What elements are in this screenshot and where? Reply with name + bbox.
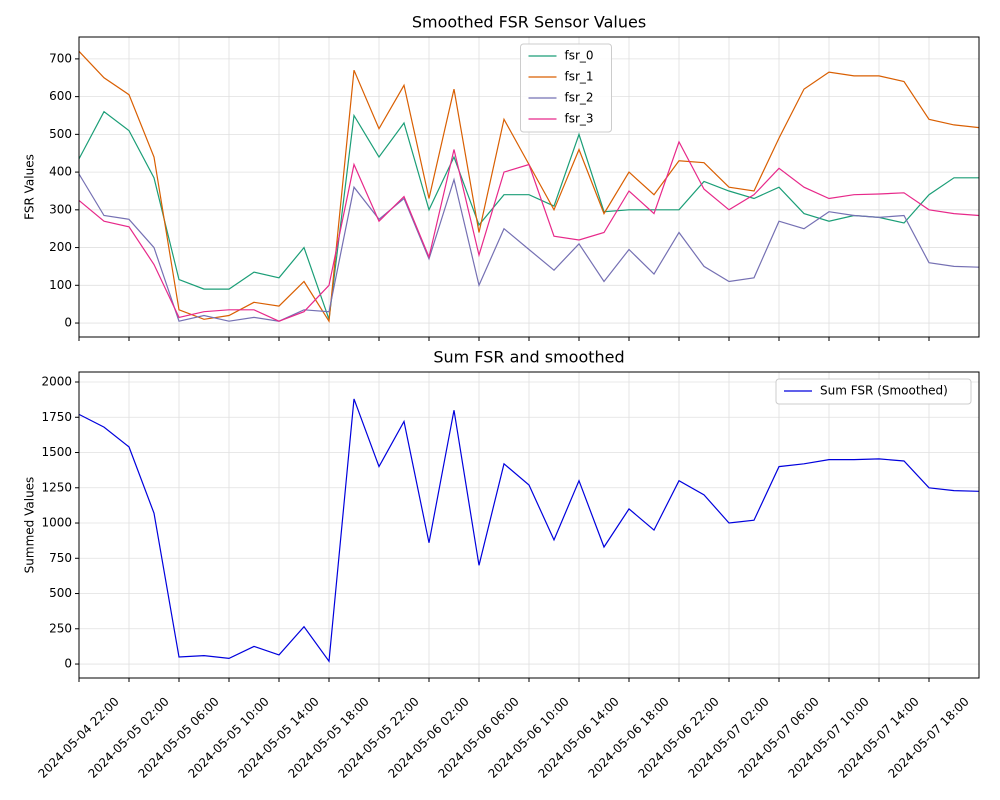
series-line bbox=[78, 140, 980, 322]
y-tick-label: 600 bbox=[49, 89, 72, 103]
y-tick-label: 400 bbox=[49, 165, 72, 179]
y-tick-label: 700 bbox=[49, 51, 72, 65]
series-line bbox=[78, 173, 980, 322]
y-axis-label: Summed Values bbox=[23, 477, 37, 574]
y-tick-label: 2000 bbox=[41, 375, 72, 389]
y-tick-label: 100 bbox=[49, 278, 72, 292]
chart-title: Smoothed FSR Sensor Values bbox=[412, 13, 646, 32]
y-tick-label: 750 bbox=[49, 551, 72, 565]
y-tick-label: 1000 bbox=[41, 516, 72, 530]
series-line bbox=[78, 110, 979, 320]
y-tick-label: 300 bbox=[49, 202, 72, 216]
y-tick-label: 0 bbox=[64, 657, 72, 671]
y-axis-label: FSR Values bbox=[23, 154, 37, 220]
y-tick-label: 1750 bbox=[41, 410, 72, 424]
legend-box bbox=[775, 378, 972, 405]
legend-label: Sum FSR (Smoothed) bbox=[820, 384, 948, 398]
chart-title: Sum FSR and smoothed bbox=[433, 348, 624, 367]
legend-box bbox=[520, 43, 612, 133]
legend-label: fsr_1 bbox=[565, 70, 594, 84]
y-tick-label: 250 bbox=[49, 621, 72, 635]
y-tick-label: 500 bbox=[49, 586, 72, 600]
y-tick-label: 1250 bbox=[41, 480, 72, 494]
legend-label: fsr_2 bbox=[565, 91, 594, 105]
y-tick-label: 0 bbox=[64, 316, 72, 330]
legend-label: fsr_0 bbox=[565, 49, 594, 63]
y-tick-label: 500 bbox=[49, 127, 72, 141]
y-tick-label: 1500 bbox=[41, 445, 72, 459]
y-tick-label: 200 bbox=[49, 240, 72, 254]
axes-frame bbox=[78, 36, 980, 338]
axes-frame bbox=[78, 371, 980, 679]
x-tick-label: 2024-05-04 22:00 bbox=[35, 694, 121, 780]
legend-label: fsr_3 bbox=[565, 112, 594, 126]
series-line bbox=[78, 398, 980, 663]
